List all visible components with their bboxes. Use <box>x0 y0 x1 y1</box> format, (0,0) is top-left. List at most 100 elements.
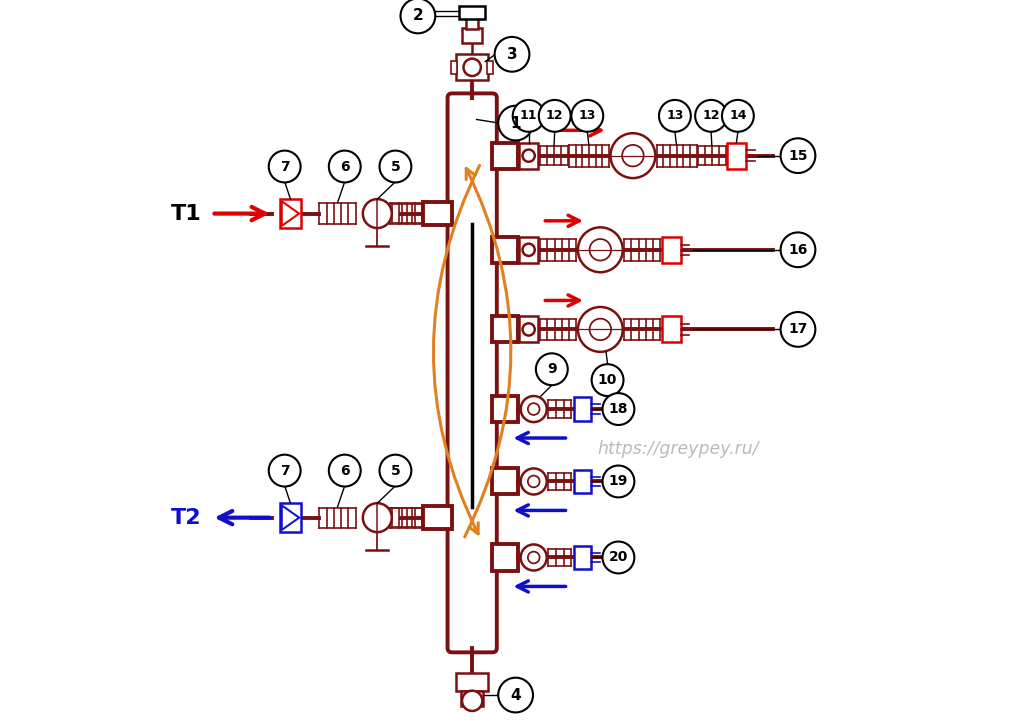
Bar <box>281 199 301 228</box>
Text: https://greypey.ru/: https://greypey.ru/ <box>598 440 760 458</box>
Text: 7: 7 <box>280 159 290 174</box>
Bar <box>459 6 485 19</box>
Bar <box>487 61 494 74</box>
Text: 10: 10 <box>598 373 617 387</box>
Text: 5: 5 <box>390 159 400 174</box>
Circle shape <box>780 138 815 173</box>
Bar <box>573 470 591 493</box>
Circle shape <box>495 37 529 72</box>
FancyBboxPatch shape <box>447 93 497 652</box>
Circle shape <box>329 151 360 182</box>
Bar <box>573 397 591 421</box>
Circle shape <box>527 476 540 487</box>
Text: 1: 1 <box>510 116 521 130</box>
Circle shape <box>527 552 540 563</box>
Text: 3: 3 <box>507 47 517 62</box>
Circle shape <box>520 396 547 422</box>
Circle shape <box>722 100 754 132</box>
Circle shape <box>590 239 611 261</box>
Text: 18: 18 <box>608 402 628 416</box>
Circle shape <box>464 59 481 76</box>
Circle shape <box>539 100 570 132</box>
Circle shape <box>362 199 392 228</box>
Circle shape <box>602 466 634 497</box>
Text: 6: 6 <box>340 159 349 174</box>
Bar <box>423 202 452 225</box>
Circle shape <box>602 542 634 573</box>
Bar <box>457 673 488 691</box>
Circle shape <box>400 0 435 33</box>
Circle shape <box>522 150 535 161</box>
Text: 9: 9 <box>547 362 557 376</box>
Circle shape <box>578 307 623 352</box>
Bar <box>452 61 457 74</box>
Circle shape <box>571 100 603 132</box>
Circle shape <box>522 244 535 256</box>
Circle shape <box>578 227 623 272</box>
Circle shape <box>592 364 624 396</box>
Circle shape <box>780 312 815 347</box>
Circle shape <box>602 393 634 425</box>
Bar <box>466 16 478 29</box>
Circle shape <box>499 106 534 140</box>
Bar <box>457 54 488 80</box>
Text: 7: 7 <box>280 463 290 478</box>
Text: 6: 6 <box>340 463 349 478</box>
Bar <box>462 28 482 43</box>
Text: 12: 12 <box>546 109 563 122</box>
Circle shape <box>462 691 482 711</box>
Circle shape <box>780 232 815 267</box>
Circle shape <box>695 100 727 132</box>
Text: 15: 15 <box>788 148 808 163</box>
Text: 17: 17 <box>788 322 808 337</box>
Text: 5: 5 <box>390 463 400 478</box>
Circle shape <box>513 100 545 132</box>
Circle shape <box>623 145 644 167</box>
Circle shape <box>527 403 540 415</box>
Bar <box>493 237 518 263</box>
Circle shape <box>380 455 412 487</box>
Circle shape <box>268 151 301 182</box>
Bar <box>493 544 518 571</box>
Bar <box>727 143 745 169</box>
Text: 13: 13 <box>579 109 596 122</box>
Bar <box>519 316 538 342</box>
Circle shape <box>268 455 301 487</box>
Bar <box>662 316 681 342</box>
Circle shape <box>520 544 547 571</box>
Circle shape <box>380 151 412 182</box>
Bar <box>423 506 452 529</box>
Text: T2: T2 <box>171 508 202 528</box>
Text: 12: 12 <box>702 109 720 122</box>
Text: 11: 11 <box>520 109 538 122</box>
Circle shape <box>590 319 611 340</box>
Text: 2: 2 <box>413 9 423 23</box>
Bar <box>462 691 483 706</box>
Text: 4: 4 <box>510 688 521 702</box>
Text: 13: 13 <box>667 109 684 122</box>
Bar <box>519 143 538 169</box>
Circle shape <box>522 324 535 335</box>
Bar <box>493 468 518 494</box>
Text: T1: T1 <box>171 203 202 224</box>
Text: 19: 19 <box>608 474 628 489</box>
Circle shape <box>659 100 691 132</box>
Circle shape <box>329 455 360 487</box>
Polygon shape <box>282 505 299 530</box>
Bar <box>519 237 538 263</box>
Circle shape <box>362 503 392 532</box>
Text: 14: 14 <box>729 109 746 122</box>
Bar <box>493 143 518 169</box>
Bar <box>493 396 518 422</box>
Bar <box>573 546 591 569</box>
Bar <box>281 503 301 532</box>
Bar <box>662 237 681 263</box>
Circle shape <box>499 678 534 712</box>
Circle shape <box>520 468 547 494</box>
Bar <box>493 316 518 342</box>
Circle shape <box>610 133 655 178</box>
Circle shape <box>536 353 567 385</box>
Text: 20: 20 <box>608 550 628 565</box>
Polygon shape <box>282 201 299 226</box>
Text: 16: 16 <box>788 243 808 257</box>
